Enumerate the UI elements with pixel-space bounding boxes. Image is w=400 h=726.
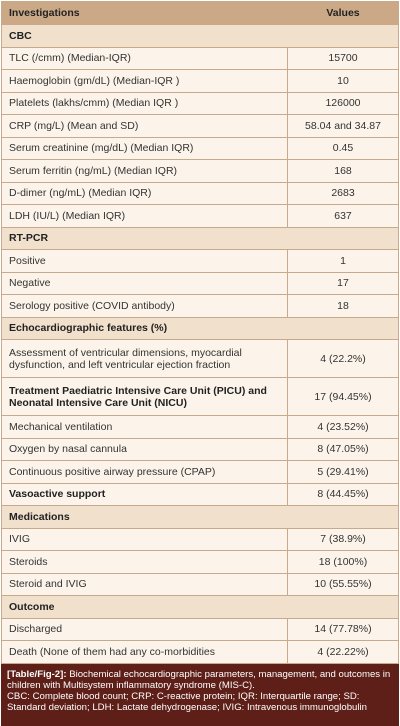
data-row: Negative 17 bbox=[1, 271, 399, 295]
data-row: D-dimer (ng/mL) (Median IQR) 2683 bbox=[1, 181, 399, 205]
row-label: TLC (/cmm) (Median-IQR) bbox=[1, 46, 288, 70]
row-value: 17 bbox=[287, 271, 399, 295]
header-cell: Values bbox=[287, 1, 399, 25]
data-row: Mechanical ventilation 4 (23.52%) bbox=[1, 415, 399, 439]
section-title: CBC bbox=[1, 24, 399, 48]
row-label: Discharged bbox=[1, 617, 288, 641]
row-label: Platelets (lakhs/cmm) (Median IQR ) bbox=[1, 91, 288, 115]
row-label: Assessment of ventricular dimensions, my… bbox=[1, 339, 288, 378]
section-row: Medications bbox=[1, 505, 399, 529]
row-value: 8 (47.05%) bbox=[287, 437, 399, 461]
row-value: 58.04 and 34.87 bbox=[287, 114, 399, 138]
row-label: CRP (mg/L) (Mean and SD) bbox=[1, 114, 288, 138]
section-title: Echocardiographic features (%) bbox=[1, 316, 399, 340]
data-row: Oxygen by nasal cannula 8 (47.05%) bbox=[1, 437, 399, 461]
section-title: RT-PCR bbox=[1, 226, 399, 250]
row-value: 4 (23.52%) bbox=[287, 415, 399, 439]
row-value: 4 (22.22%) bbox=[287, 640, 399, 664]
data-row: Serum ferritin (ng/mL) (Median IQR) 168 bbox=[1, 159, 399, 183]
row-value: 1 bbox=[287, 249, 399, 273]
header-cell: Investigations bbox=[1, 1, 288, 25]
row-value: 10 (55.55%) bbox=[287, 572, 399, 596]
data-row: Positive 1 bbox=[1, 249, 399, 273]
data-row: Vasoactive support 8 (44.45%) bbox=[1, 482, 399, 506]
row-label: Treatment Paediatric Intensive Care Unit… bbox=[1, 377, 288, 416]
section-row: RT-PCR bbox=[1, 226, 399, 250]
row-label: LDH (IU/L) (Median IQR) bbox=[1, 204, 288, 228]
caption-label: [Table/Fig-2]: bbox=[7, 668, 67, 680]
data-row: Haemoglobin (gm/dL) (Median-IQR ) 10 bbox=[1, 69, 399, 93]
row-label: Serology positive (COVID antibody) bbox=[1, 294, 288, 318]
row-label: Oxygen by nasal cannula bbox=[1, 437, 288, 461]
row-label: Steroids bbox=[1, 550, 288, 574]
section-row: CBC bbox=[1, 24, 399, 48]
row-label: Serum ferritin (ng/mL) (Median IQR) bbox=[1, 159, 288, 183]
data-row: LDH (IU/L) (Median IQR) 637 bbox=[1, 204, 399, 228]
section-title: Outcome bbox=[1, 595, 399, 619]
section-row: Echocardiographic features (%) bbox=[1, 316, 399, 340]
data-row: IVIG 7 (38.9%) bbox=[1, 527, 399, 551]
row-value: 18 (100%) bbox=[287, 550, 399, 574]
caption-text: Biochemical echocardiographic parameters… bbox=[7, 668, 391, 691]
row-label: Continuous positive airway pressure (CPA… bbox=[1, 460, 288, 484]
data-row: Steroids 18 (100%) bbox=[1, 550, 399, 574]
row-value: 10 bbox=[287, 69, 399, 93]
data-row: Serum creatinine (mg/dL) (Median IQR) 0.4… bbox=[1, 136, 399, 160]
row-label: D-dimer (ng/mL) (Median IQR) bbox=[1, 181, 288, 205]
row-value: 14 (77.78%) bbox=[287, 617, 399, 641]
data-row: Assessment of ventricular dimensions, my… bbox=[1, 339, 399, 378]
row-value: 5 (29.41%) bbox=[287, 460, 399, 484]
data-row: Treatment Paediatric Intensive Care Unit… bbox=[1, 377, 399, 416]
row-value: 168 bbox=[287, 159, 399, 183]
data-row: Steroid and IVIG 10 (55.55%) bbox=[1, 572, 399, 596]
caption-abbreviations: CBC: Complete blood count; CRP: C-reacti… bbox=[7, 690, 367, 714]
caption-main: [Table/Fig-2]: Biochemical echocardiogra… bbox=[7, 669, 390, 691]
row-value: 15700 bbox=[287, 46, 399, 70]
caption: [Table/Fig-2]: Biochemical echocardiogra… bbox=[1, 663, 399, 726]
row-value: 18 bbox=[287, 294, 399, 318]
table: Investigations Values CBC TLC (/cmm) (Media… bbox=[1, 1, 399, 664]
row-label: Steroid and IVIG bbox=[1, 572, 288, 596]
section-row: Outcome bbox=[1, 595, 399, 619]
data-row: Platelets (lakhs/cmm) (Median IQR ) 12600… bbox=[1, 91, 399, 115]
row-value: 2683 bbox=[287, 181, 399, 205]
row-value: 7 (38.9%) bbox=[287, 527, 399, 551]
row-value: 637 bbox=[287, 204, 399, 228]
row-label: Positive bbox=[1, 249, 288, 273]
data-row: TLC (/cmm) (Median-IQR) 15700 bbox=[1, 46, 399, 70]
row-label: IVIG bbox=[1, 527, 288, 551]
row-value: 8 (44.45%) bbox=[287, 482, 399, 506]
data-row: Death (None of them had any co-morbiditi… bbox=[1, 640, 399, 664]
data-row: Continuous positive airway pressure (CPA… bbox=[1, 460, 399, 484]
data-row: Serology positive (COVID antibody) 18 bbox=[1, 294, 399, 318]
row-label: Serum creatinine (mg/dL) (Median IQR) bbox=[1, 136, 288, 160]
row-label: Death (None of them had any co-morbiditi… bbox=[1, 640, 288, 664]
section-title: Medications bbox=[1, 505, 399, 529]
row-value: 17 (94.45%) bbox=[287, 377, 399, 416]
row-label: Vasoactive support bbox=[1, 482, 288, 506]
row-label: Haemoglobin (gm/dL) (Median-IQR ) bbox=[1, 69, 288, 93]
row-label: Negative bbox=[1, 271, 288, 295]
row-value: 126000 bbox=[287, 91, 399, 115]
data-row: CRP (mg/L) (Mean and SD) 58.04 and 34.87 bbox=[1, 114, 399, 138]
row-value: 4 (22.2%) bbox=[287, 339, 399, 378]
data-row: Discharged 14 (77.78%) bbox=[1, 617, 399, 641]
header-row: Investigations Values bbox=[1, 1, 399, 25]
row-value: 0.45 bbox=[287, 136, 399, 160]
row-label: Mechanical ventilation bbox=[1, 415, 288, 439]
